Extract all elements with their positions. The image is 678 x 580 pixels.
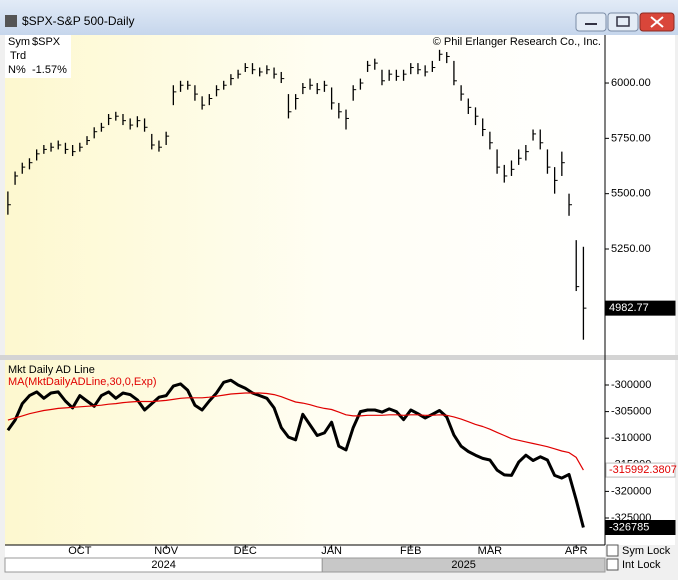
window-icon: [5, 15, 17, 27]
info-label: N%: [8, 64, 26, 76]
last-value-tag: [605, 462, 676, 478]
x-tick-label: APR: [565, 545, 588, 557]
year-label: 2024: [151, 559, 175, 571]
minimize-button[interactable]: [575, 12, 607, 32]
x-tick-label: MAR: [478, 545, 503, 557]
ad-axis-area: [605, 360, 675, 545]
last-value-tag: [605, 519, 676, 535]
y-tick-label: -300000: [611, 379, 651, 391]
series-line: [6, 378, 585, 528]
x-tick-label: OCT: [68, 545, 92, 557]
last-value-label: -315992.3807: [609, 464, 677, 476]
info-label: Trd: [10, 50, 26, 62]
price-panel: [5, 35, 605, 355]
checkbox-label: Int Lock: [622, 559, 661, 571]
date-axis: [5, 545, 605, 558]
x-tick-label: JAN: [321, 545, 342, 557]
maximize-icon: [616, 16, 630, 27]
maximize-button[interactable]: [607, 12, 639, 32]
info-box: [5, 35, 71, 78]
y-tick-label: 5500.00: [611, 188, 651, 200]
x-tick-label: NOV: [154, 545, 179, 557]
int-lock-checkbox[interactable]: [606, 558, 619, 571]
sym-lock-checkbox[interactable]: [606, 544, 619, 557]
legend-entry: MA(MktDailyADLine,30,0,Exp): [8, 376, 157, 388]
title-bar: [0, 0, 678, 35]
last-value-label: 4982.77: [609, 302, 649, 314]
window-title: $SPX-S&P 500-Daily: [22, 14, 135, 28]
series-line: [7, 392, 584, 471]
x-tick-label: FEB: [400, 545, 421, 557]
info-label: Sym: [8, 36, 30, 48]
copyright: © Phil Erlanger Research Co., Inc.: [433, 36, 601, 48]
last-value-tag: [605, 300, 676, 316]
y-tick-label: 5750.00: [611, 132, 651, 144]
year-band: [321, 557, 606, 573]
close-icon: [650, 16, 664, 28]
checkbox-label: Sym Lock: [622, 545, 671, 557]
panel-separator: [0, 355, 678, 360]
year-label: 2025: [451, 559, 475, 571]
y-tick-label: -310000: [611, 432, 651, 444]
y-tick-label: 6000.00: [611, 77, 651, 89]
y-tick-label: -305000: [611, 406, 651, 418]
last-value-label: -326785: [609, 521, 649, 533]
legend-entry: Mkt Daily AD Line: [8, 364, 95, 376]
y-tick-label: -320000: [611, 485, 651, 497]
x-tick-label: DEC: [234, 545, 257, 557]
y-tick-label: 5250.00: [611, 243, 651, 255]
info-value: -1.57%: [32, 64, 67, 76]
info-value: $SPX: [32, 36, 61, 48]
ad-panel: [5, 360, 605, 545]
